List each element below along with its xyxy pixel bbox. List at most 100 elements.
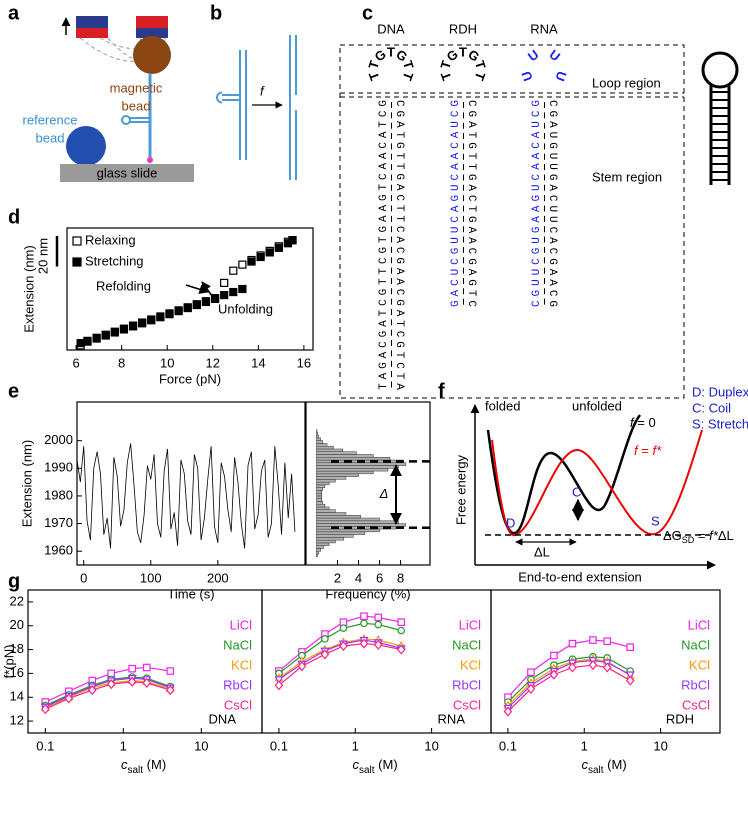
- x-tick-label: 10: [653, 738, 667, 753]
- marker: [64, 693, 74, 704]
- loop-base: T: [437, 59, 454, 71]
- marker: [339, 624, 348, 632]
- series-line: [76, 443, 296, 549]
- loop-base: T: [365, 59, 382, 71]
- axis-label: salt: [128, 765, 144, 776]
- axis-label: (M): [604, 757, 627, 772]
- marker: [128, 664, 136, 673]
- glass-slide: [60, 164, 194, 182]
- x-axis-label: Time (s): [167, 586, 214, 601]
- legend-label: KCl: [689, 657, 710, 672]
- bar: [316, 432, 318, 436]
- label: f = f*: [634, 443, 662, 458]
- hairpin-icon: [709, 85, 731, 185]
- label: =: [694, 528, 709, 543]
- marker: [396, 644, 406, 655]
- column-header: RNA: [530, 21, 558, 36]
- loop-base: U: [552, 69, 569, 83]
- x-tick-label: 16: [297, 355, 311, 370]
- y-axis-label: Extension (nm): [21, 245, 36, 332]
- bar: [316, 534, 354, 538]
- marker: [397, 626, 406, 635]
- plot-frame: [490, 589, 721, 734]
- loop-base: U: [518, 69, 535, 83]
- frame: [339, 44, 685, 399]
- label: = 0: [634, 415, 656, 430]
- marker: [274, 680, 284, 691]
- marker: [183, 303, 192, 312]
- bar: [316, 440, 324, 444]
- loop-base: T: [438, 70, 455, 83]
- legend-label: CsCl: [682, 697, 710, 712]
- marker: [147, 315, 156, 324]
- label: =: [638, 443, 653, 458]
- marker: [238, 260, 247, 269]
- label: magnetic: [110, 80, 163, 95]
- bar: [316, 495, 323, 499]
- x-tick-label: 100: [140, 570, 162, 585]
- anchor: [147, 157, 153, 163]
- x-tick-label: 4: [355, 570, 362, 585]
- label: f: [634, 443, 639, 458]
- y-tick-label: 1990: [44, 460, 73, 475]
- x-tick-label: 2: [334, 570, 341, 585]
- axis-label: (M): [375, 757, 398, 772]
- annotation: Unfolding: [218, 301, 273, 316]
- x-tick-label: 0.1: [36, 738, 54, 753]
- marker: [165, 309, 174, 318]
- annotation-arrow: [201, 281, 213, 297]
- force-label: f: [260, 83, 265, 98]
- panel-label: e: [8, 380, 19, 402]
- marker: [210, 294, 220, 303]
- label: reference: [23, 112, 78, 127]
- bar: [316, 454, 374, 458]
- marker: [360, 612, 368, 621]
- x-tick-label: 1: [352, 738, 359, 753]
- bar: [316, 457, 391, 461]
- legend-label: KCl: [231, 657, 252, 672]
- marker: [220, 278, 229, 287]
- panel-title: RDH: [666, 711, 694, 726]
- x-tick-label: 200: [207, 570, 229, 585]
- axis-label: c: [353, 757, 360, 772]
- column-header: RDH: [449, 21, 477, 36]
- hairpin-icon: [701, 51, 739, 89]
- bar: [316, 468, 389, 472]
- marker: [297, 661, 307, 672]
- marker: [83, 336, 92, 345]
- state-label: C: [572, 484, 581, 499]
- marker: [550, 651, 558, 660]
- label: folded: [485, 398, 520, 413]
- marker: [127, 676, 137, 687]
- region-label: Stem region: [592, 169, 662, 184]
- marker: [201, 297, 211, 306]
- x-tick-label: 0: [80, 570, 87, 585]
- marker: [256, 252, 265, 262]
- panel-label: g: [8, 570, 20, 592]
- label: bead: [36, 130, 65, 145]
- marker: [549, 669, 559, 680]
- bar: [316, 528, 380, 533]
- marker: [374, 620, 383, 629]
- bar: [316, 537, 345, 541]
- legend-label: Stretching: [85, 253, 144, 268]
- label: f: [630, 415, 635, 430]
- strand: CGATGTTGACTTCACGAACGATCGTCTA: [393, 100, 405, 390]
- marker: [321, 635, 329, 643]
- bar: [316, 448, 344, 452]
- legend-label: NaCl: [223, 637, 252, 652]
- marker: [174, 306, 183, 315]
- energy-curve: [491, 429, 703, 537]
- setup-diagram: glass slide magnetic bead reference bead: [23, 16, 194, 182]
- marker: [360, 619, 368, 628]
- x-axis-label: csalt (M): [353, 757, 398, 775]
- axis-label: salt: [588, 765, 604, 776]
- bar: [316, 542, 330, 546]
- bar: [316, 520, 399, 524]
- marker: [165, 685, 175, 696]
- bar: [316, 545, 325, 549]
- marker: [72, 257, 82, 267]
- label: unfolded: [572, 398, 622, 413]
- hairpin: [216, 50, 247, 160]
- region-label: Loop region: [592, 75, 661, 90]
